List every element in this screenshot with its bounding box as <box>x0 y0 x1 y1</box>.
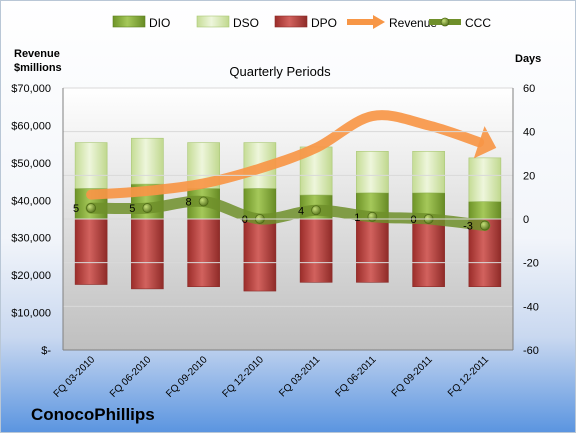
legend-swatch-dpo <box>274 15 308 28</box>
x-tick-label: FQ 03-2011 <box>277 354 322 399</box>
ccc-data-label: -3 <box>463 221 473 233</box>
right-axis-tick-label: -60 <box>523 345 539 357</box>
right-axis-tick-label: -40 <box>523 301 539 313</box>
left-axis-tick-label: $20,000 <box>11 270 51 282</box>
left-axis-tick-label: $50,000 <box>11 158 51 170</box>
ccc-data-label: 0 <box>411 214 417 226</box>
dio-bar <box>468 201 502 220</box>
left-axis-label-line1: Revenue <box>14 48 60 60</box>
left-axis-tick-label: $40,000 <box>11 195 51 207</box>
dpo-bar <box>74 218 108 285</box>
x-tick-label: FQ 09-2010 <box>164 354 210 400</box>
left-axis-tick-label: $30,000 <box>11 233 51 245</box>
legend-label: DPO <box>311 16 337 30</box>
left-axis-tick-label: $10,000 <box>11 308 51 320</box>
legend-label: Revenue <box>389 16 437 30</box>
chart-title: Quarterly Periods <box>229 64 331 79</box>
x-tick-label: FQ 06-2010 <box>108 354 154 400</box>
dpo-bar <box>356 218 389 283</box>
dso-bar <box>356 151 389 194</box>
dpo-bar <box>412 218 445 287</box>
ccc-point <box>479 220 490 231</box>
x-tick-label: FQ 12-2010 <box>220 354 266 400</box>
x-tick-label: FQ 06-2011 <box>334 354 379 399</box>
left-axis-tick-label: $- <box>41 345 51 357</box>
right-axis-tick-label: 0 <box>523 214 529 226</box>
dso-bar <box>468 157 502 202</box>
ccc-data-label: 1 <box>354 212 360 224</box>
dpo-bar <box>131 218 164 290</box>
revenue-line <box>86 110 485 200</box>
revenue-arrowhead <box>473 126 497 159</box>
dso-bar <box>412 151 445 194</box>
legend-label: CCC <box>465 16 491 30</box>
ccc-data-label: 0 <box>242 214 248 226</box>
ccc-data-label: 8 <box>186 197 192 209</box>
ccc-data-label: 5 <box>73 203 79 215</box>
ccc-point <box>86 203 97 213</box>
legend-swatch-ccc-dot <box>440 17 450 27</box>
right-axis-tick-label: -20 <box>523 258 539 270</box>
company-name: ConocoPhillips <box>31 405 155 424</box>
right-axis-tick-label: 20 <box>523 170 535 182</box>
ccc-point <box>367 211 378 222</box>
ccc-data-label: 5 <box>129 203 135 215</box>
left-axis-tick-label: $60,000 <box>11 120 51 132</box>
right-axis-tick-label: 60 <box>523 83 535 95</box>
ccc-point <box>142 203 153 213</box>
left-axis-label-line2: $millions <box>14 62 62 74</box>
legend-label: DSO <box>233 16 259 30</box>
legend-swatch-dso <box>196 15 230 28</box>
legend-swatch-dio <box>112 15 146 28</box>
ccc-data-label: 4 <box>298 205 304 217</box>
ccc-point <box>198 196 209 207</box>
legend-label: DIO <box>149 16 170 30</box>
dpo-bar <box>299 218 333 283</box>
legend-swatch-revenue-head <box>373 15 385 29</box>
x-tick-label: FQ 09-2011 <box>390 354 435 399</box>
right-axis-tick-label: 40 <box>523 127 535 139</box>
dso-bar <box>74 142 108 189</box>
dso-bar <box>131 137 164 185</box>
ccc-point <box>311 205 322 216</box>
dpo-bar <box>187 218 220 287</box>
dpo-bar <box>243 218 277 292</box>
left-axis-tick-label: $70,000 <box>11 83 51 95</box>
x-tick-label: FQ 03-2010 <box>52 354 98 400</box>
x-tick-label: FQ 12-2011 <box>446 354 491 399</box>
right-axis-label: Days <box>515 53 541 65</box>
